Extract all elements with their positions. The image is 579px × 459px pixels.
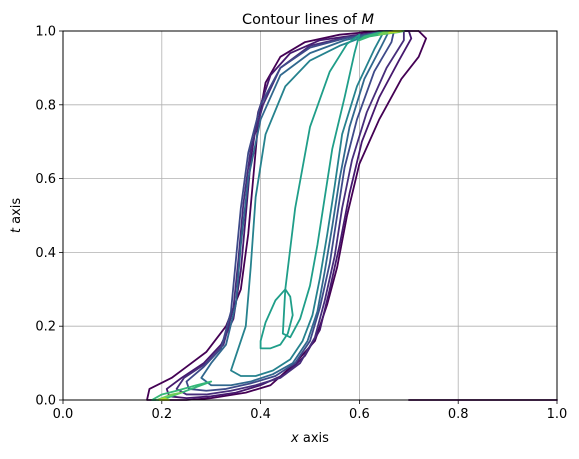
contour-line-level-8 <box>151 380 213 401</box>
x-tick-label: 0.6 <box>349 407 370 422</box>
x-tick-label: 0.0 <box>53 407 74 422</box>
contour-line-level-2 <box>165 30 413 400</box>
y-tick-label: 0.8 <box>35 98 56 113</box>
x-tick-label: 0.2 <box>151 407 172 422</box>
x-axis-label: x axis <box>290 431 329 446</box>
plot-frame <box>62 30 558 401</box>
x-tick-label: 1.0 <box>547 407 568 422</box>
contour-line-level-7 <box>259 288 294 350</box>
y-tick-label: 0.4 <box>35 246 56 261</box>
y-axis-label: t axis <box>9 198 24 234</box>
contour-line-level-5 <box>200 30 390 387</box>
chart-title: Contour lines of M <box>242 12 374 28</box>
contour-line-level-6 <box>230 30 385 377</box>
contour-layer <box>146 30 558 401</box>
y-tick-label: 0.0 <box>35 394 56 409</box>
y-tick-label: 1.0 <box>35 25 56 40</box>
contour-line-level-9 <box>155 391 183 401</box>
y-tick-label: 0.2 <box>35 320 56 335</box>
x-tick-label: 0.4 <box>250 407 271 422</box>
y-tick-label: 0.6 <box>35 172 56 187</box>
x-tick-label: 0.8 <box>448 407 469 422</box>
contour-line-level-7 <box>281 33 361 339</box>
